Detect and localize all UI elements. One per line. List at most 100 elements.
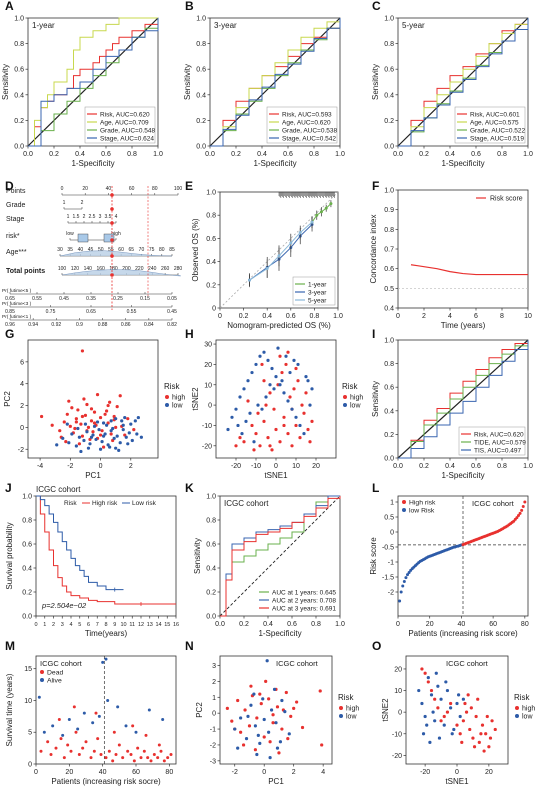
- scatter-point: [80, 434, 85, 438]
- y-axis-label: Sensitivity: [371, 64, 380, 100]
- scatter-point: [472, 745, 477, 749]
- scatter-point: [129, 422, 133, 426]
- x-tick-label: 5: [78, 622, 81, 628]
- scatter-point: [290, 407, 294, 411]
- scatter-point: [74, 730, 78, 734]
- nomogram-tick-label: 240: [148, 266, 157, 272]
- y-tick-label: 1.0: [384, 188, 394, 195]
- scatter-point: [89, 419, 94, 423]
- y-tick-label: 0: [208, 403, 212, 410]
- x-tick-label: 0.8: [127, 151, 137, 158]
- scatter-point: [292, 387, 296, 391]
- scatter-point: [92, 424, 97, 428]
- y-tick-label: -2: [210, 742, 216, 749]
- scatter-point: [261, 697, 265, 701]
- scatter-point: [101, 445, 106, 449]
- y-tick-label: 1: [212, 695, 216, 702]
- plot-frame: [215, 339, 337, 459]
- scatter-point: [116, 705, 120, 709]
- x-tick-label: 60: [489, 621, 497, 628]
- calibration-point: [289, 241, 293, 245]
- scatter-point: [67, 718, 71, 722]
- x-axis-label: tSNE1: [445, 777, 469, 786]
- x-tick-label: 12: [138, 622, 144, 628]
- legend-label: Risk, AUC=0.593: [282, 112, 332, 119]
- legend-frame: [84, 106, 156, 144]
- scatter-point: [108, 445, 112, 449]
- legend-label: Grade, AUC=0.548: [100, 128, 155, 135]
- x-tick-label: 0: [274, 463, 278, 470]
- legend-marker: [40, 678, 44, 682]
- panel-letter: G: [5, 327, 14, 341]
- y-tick-label: 0.2: [14, 118, 24, 125]
- scatter-point: [429, 693, 434, 697]
- panel-letter: C: [372, 0, 381, 13]
- x-tick-label: 0: [218, 313, 222, 320]
- scatter-point: [278, 440, 282, 444]
- scatter-point: [108, 400, 112, 404]
- scatter-point: [280, 698, 284, 703]
- y-tick-label: 6: [20, 359, 24, 366]
- scatter-point: [67, 441, 71, 445]
- nomogram-row-label: Pr( futime<1 ): [2, 314, 32, 320]
- scatter-point: [296, 362, 300, 367]
- y-axis-label: tSNE2: [191, 387, 200, 411]
- y-tick-label: 0.5: [384, 515, 394, 522]
- km-curve: [36, 495, 176, 605]
- y-tick-label: 0.6: [206, 236, 216, 243]
- x-tick-label: 2: [52, 622, 55, 628]
- x-tick-label: 10: [524, 313, 532, 320]
- x-tick-label: 0.6: [471, 151, 481, 158]
- patient-marker: [110, 238, 114, 242]
- panel-letter: L: [372, 481, 379, 495]
- panel-letter: F: [372, 179, 379, 193]
- scatter-point: [123, 415, 127, 420]
- roc-curve: [398, 340, 529, 459]
- nomogram-tick-label: 40: [78, 247, 84, 253]
- patient-marker: [110, 221, 114, 225]
- scatter-point: [39, 749, 43, 753]
- x-tick-label: 1.0: [335, 621, 345, 628]
- nomogram-tick-label: 75: [149, 247, 155, 253]
- scatter-point: [242, 440, 246, 444]
- roc-curve: [398, 340, 529, 459]
- nomogram-tick-label: 0.65: [86, 309, 96, 315]
- legend-frame: [454, 106, 526, 144]
- scatter-point: [275, 746, 280, 750]
- scatter-point: [109, 419, 113, 423]
- scatter-point: [67, 399, 71, 403]
- legend-label: low: [346, 714, 357, 721]
- nomogram-tick-label: 0.45: [167, 309, 177, 315]
- scatter-point: [479, 732, 483, 736]
- scatter-point: [86, 446, 91, 450]
- scatter-point: [267, 697, 271, 701]
- x-tick-label: 0.8: [497, 151, 507, 158]
- scatter-point: [132, 759, 136, 763]
- y-tick-label: -20: [202, 443, 212, 450]
- panel-letter: M: [5, 639, 15, 653]
- scatter-point: [254, 362, 258, 367]
- scatter-point: [238, 395, 242, 399]
- legend-marker: [402, 508, 406, 512]
- panel-title: ICGC cohort: [276, 659, 319, 668]
- x-tick-label: 10: [292, 463, 300, 470]
- scatter-point: [246, 379, 250, 383]
- scatter-point: [282, 415, 286, 419]
- legend-label: Age, AUC=0.575: [470, 120, 519, 127]
- scatter-point: [300, 725, 305, 730]
- scatter-point: [85, 430, 89, 434]
- y-tick-label: 0.2: [196, 118, 206, 125]
- scatter-point: [40, 414, 44, 419]
- scatter-point: [159, 749, 163, 753]
- scatter-point: [249, 684, 253, 688]
- y-tick-label: 1.0: [384, 338, 394, 345]
- x-axis-label: Time(years): [85, 629, 128, 638]
- legend-title: Risk: [514, 693, 531, 702]
- x-tick-label: 20: [65, 769, 73, 776]
- x-tick-label: 10: [120, 622, 126, 628]
- legend-label: Risk, AUC=0.620: [474, 432, 524, 439]
- x-tick-label: 0.8: [311, 621, 321, 628]
- legend-label: Age, AUC=0.620: [282, 120, 331, 127]
- panel-letter: E: [185, 179, 193, 193]
- scatter-point: [264, 395, 268, 399]
